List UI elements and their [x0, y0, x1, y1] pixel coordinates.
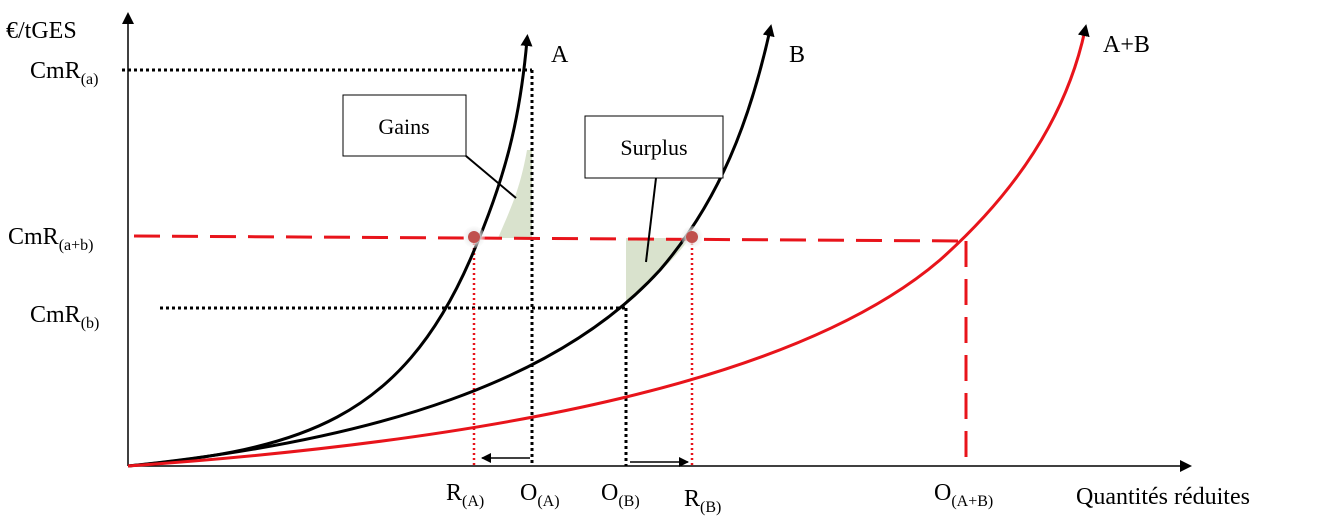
cmr-ab-label: CmR(a+b) — [8, 224, 93, 254]
x-axis-label: Quantités réduites — [1076, 484, 1250, 510]
curve-a-label: A — [551, 42, 569, 68]
cmr-ab-line — [133, 234, 967, 243]
curve-a-plus-b — [127, 24, 1090, 468]
surplus-label: Surplus — [620, 135, 687, 160]
r-a-label: R(A) — [446, 480, 484, 510]
y-axis-label: €/tGES — [6, 18, 77, 44]
gains-label: Gains — [378, 114, 429, 139]
o-ab-label: O(A+B) — [934, 480, 993, 510]
r-b-label: R(B) — [684, 486, 721, 516]
gains-pointer — [465, 155, 517, 199]
curve-b-label: B — [789, 42, 805, 68]
point-r-a — [468, 231, 480, 243]
point-r-b — [686, 231, 698, 243]
curve-a — [127, 34, 533, 468]
surplus-box — [584, 115, 724, 179]
curve-b — [127, 24, 775, 468]
o-a-label: O(A) — [520, 480, 560, 510]
cmr-b-label: CmR(b) — [30, 302, 99, 332]
curve-a-plus-b-label: A+B — [1103, 32, 1150, 58]
surplus-pointer — [645, 177, 657, 263]
gains-area — [498, 150, 532, 238]
gains-box — [342, 94, 467, 157]
cmr-a-label: CmR(a) — [30, 58, 98, 88]
o-b-label: O(B) — [601, 480, 640, 510]
